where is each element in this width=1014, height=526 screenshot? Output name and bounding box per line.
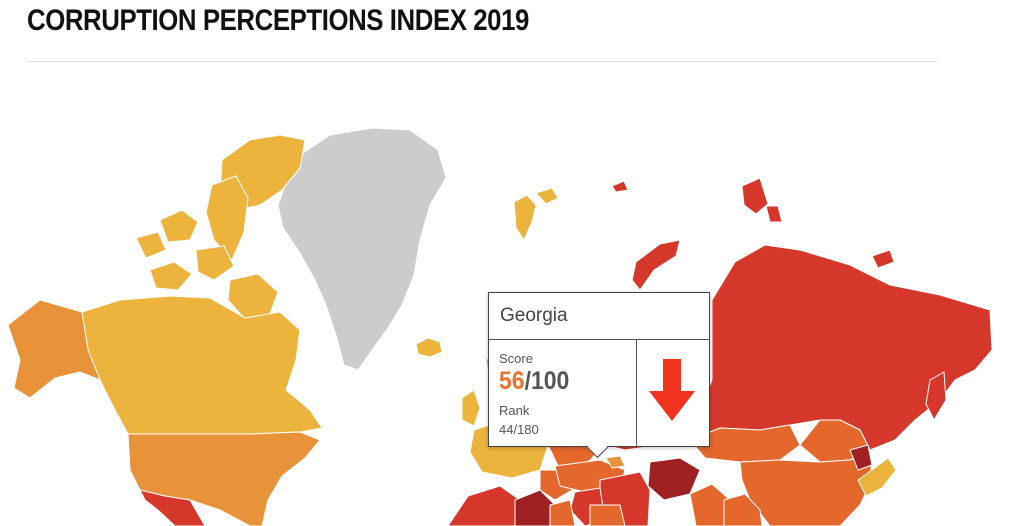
island-russia-arctic-a[interactable] [741,177,769,215]
island-svalbard-east[interactable] [535,187,559,205]
island-canada-baffin[interactable] [205,175,249,261]
tooltip-divider [489,339,709,340]
country-greenland[interactable] [277,127,447,371]
country-canada[interactable] [81,295,323,435]
down-arrow-icon [649,359,695,421]
island-russia-arctic-b[interactable] [765,205,783,223]
tooltip-rank-value: 44/180 [499,422,539,437]
island-canada-north-d[interactable] [195,245,235,281]
country-egypt[interactable] [549,499,576,526]
country-georgia[interactable] [605,455,626,469]
island-canada-north-a[interactable] [159,209,199,243]
tooltip-score-label: Score [499,351,533,366]
page-title: CORRUPTION PERCEPTIONS INDEX 2019 [27,4,529,37]
island-novaya-zemlya[interactable] [631,239,681,291]
country-japan[interactable] [857,457,897,497]
tooltip-score: 56/100 [499,367,569,396]
country-north-africa-west[interactable] [447,485,521,526]
country-india[interactable] [723,493,763,526]
island-sakhalin[interactable] [925,371,947,421]
tooltip-vertical-divider [636,339,637,446]
tooltip-rank-label: Rank [499,403,530,418]
country-saudi-arabia[interactable] [589,504,626,526]
country-mexico[interactable] [139,489,206,526]
country-usa[interactable] [127,431,321,526]
country-tooltip: Georgia Score 56/100 Rank 44/180 [488,292,710,459]
island-russia-arctic-c[interactable] [871,249,895,269]
country-svalbard[interactable] [513,194,537,241]
country-korea[interactable] [849,444,873,471]
island-franz-josef[interactable] [611,180,629,193]
country-uk[interactable] [461,389,481,427]
tooltip-score-max: /100 [524,367,570,395]
tooltip-country-name: Georgia [500,305,568,326]
country-iceland[interactable] [415,337,443,358]
tooltip-score-value: 56 [499,367,525,395]
island-canada-north-e[interactable] [227,273,279,319]
title-divider [27,61,937,62]
island-canada-north-c[interactable] [149,261,193,291]
country-alaska[interactable] [7,299,101,399]
island-canada-north-b[interactable] [135,231,167,259]
